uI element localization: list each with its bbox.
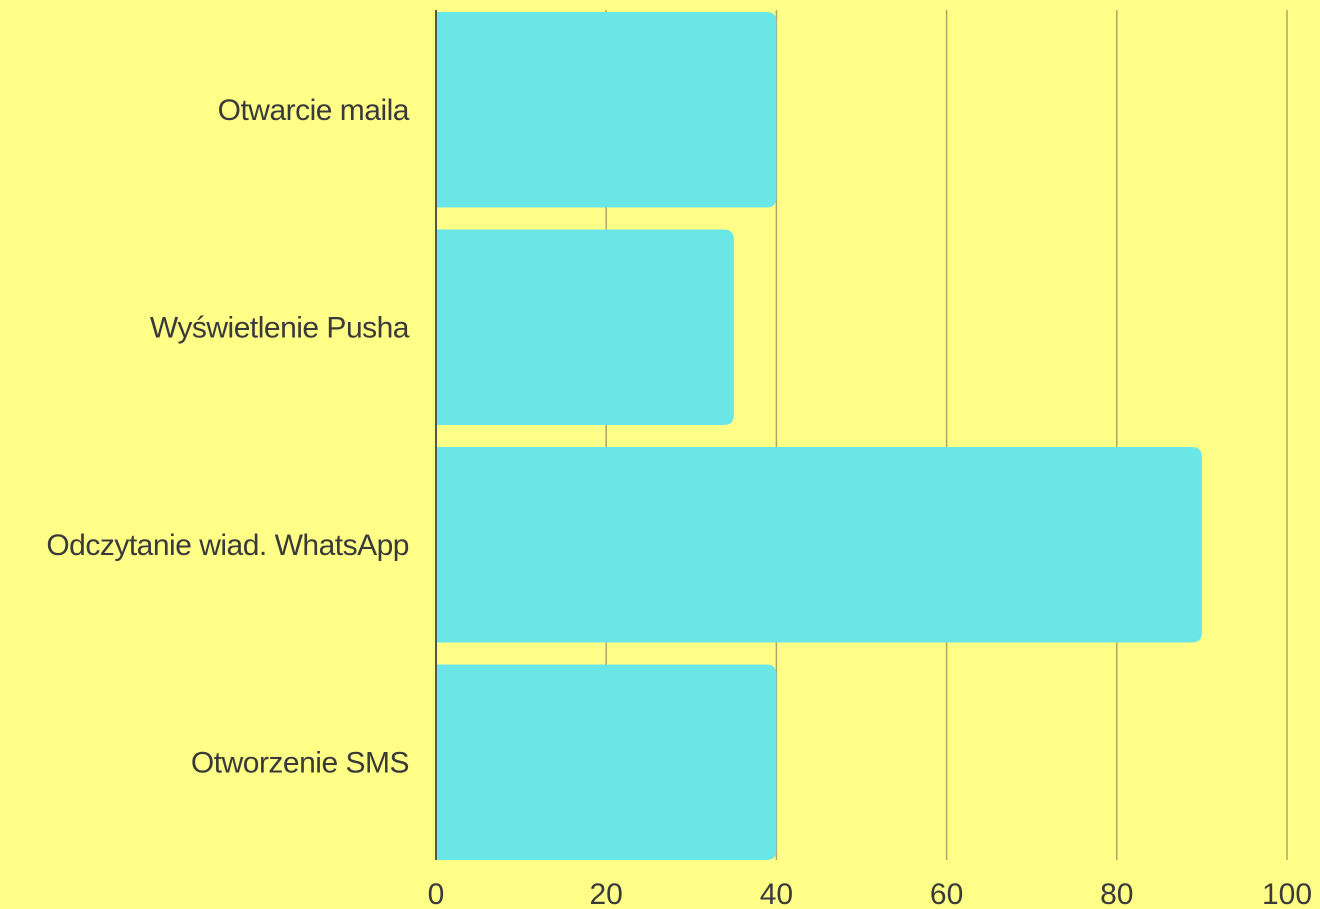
bar (436, 229, 734, 425)
x-tick-label: 0 (428, 878, 445, 909)
category-label: Otwarcie maila (218, 94, 410, 127)
x-tick-label: 40 (760, 878, 793, 909)
category-label: Wyświetlenie Pusha (150, 311, 410, 344)
bars (436, 12, 1202, 860)
bar (436, 664, 777, 860)
category-label: Odczytanie wiad. WhatsApp (46, 529, 409, 562)
labels: 0 20 40 60 80 100 Otwarcie maila Wyświetlenie P… (46, 94, 1312, 909)
bar (436, 12, 777, 208)
x-tick-label: 100 (1262, 878, 1312, 909)
bar (436, 447, 1202, 643)
x-tick-label: 60 (930, 878, 963, 909)
category-label: Otworzenie SMS (191, 746, 409, 779)
x-tick-label: 20 (590, 878, 623, 909)
x-tick-label: 80 (1100, 878, 1133, 909)
